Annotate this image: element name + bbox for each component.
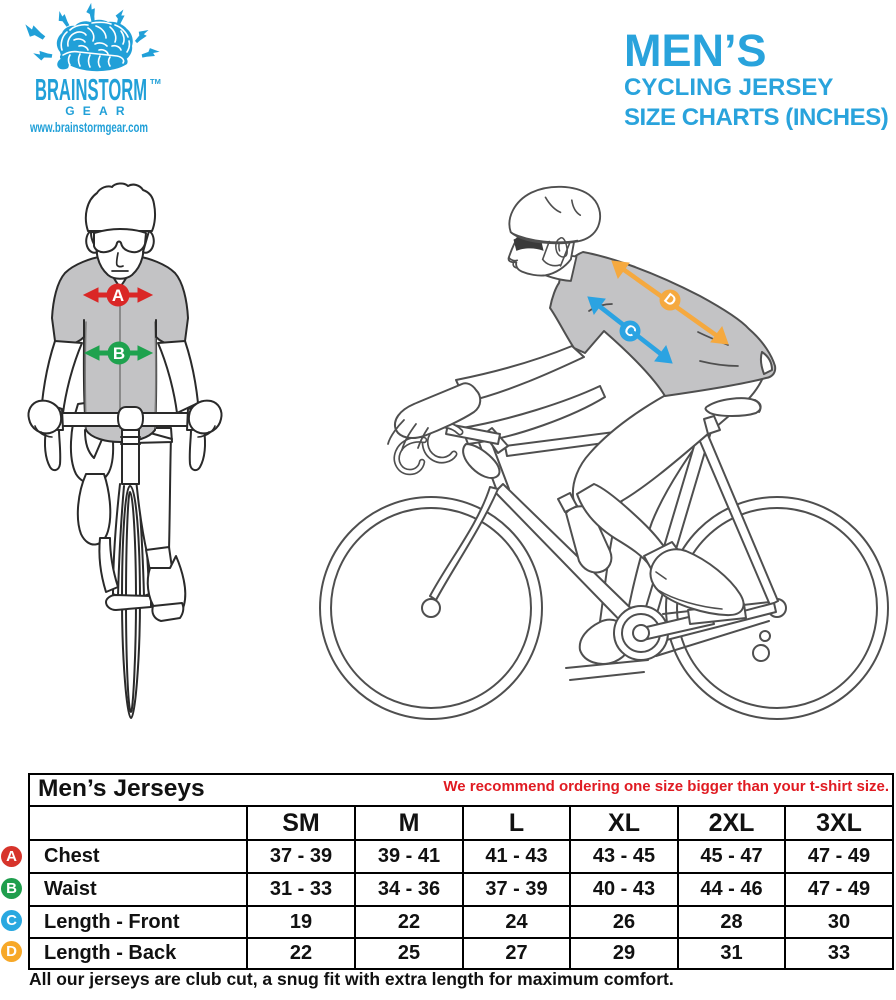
svg-text:B: B	[113, 344, 125, 363]
svg-text:TM: TM	[150, 77, 161, 86]
svg-text:BRAINSTORM: BRAINSTORM	[35, 72, 147, 107]
svg-text:A: A	[112, 286, 124, 305]
svg-text:GEAR: GEAR	[65, 104, 132, 118]
svg-text:www.brainstormgear.com: www.brainstormgear.com	[29, 120, 148, 135]
